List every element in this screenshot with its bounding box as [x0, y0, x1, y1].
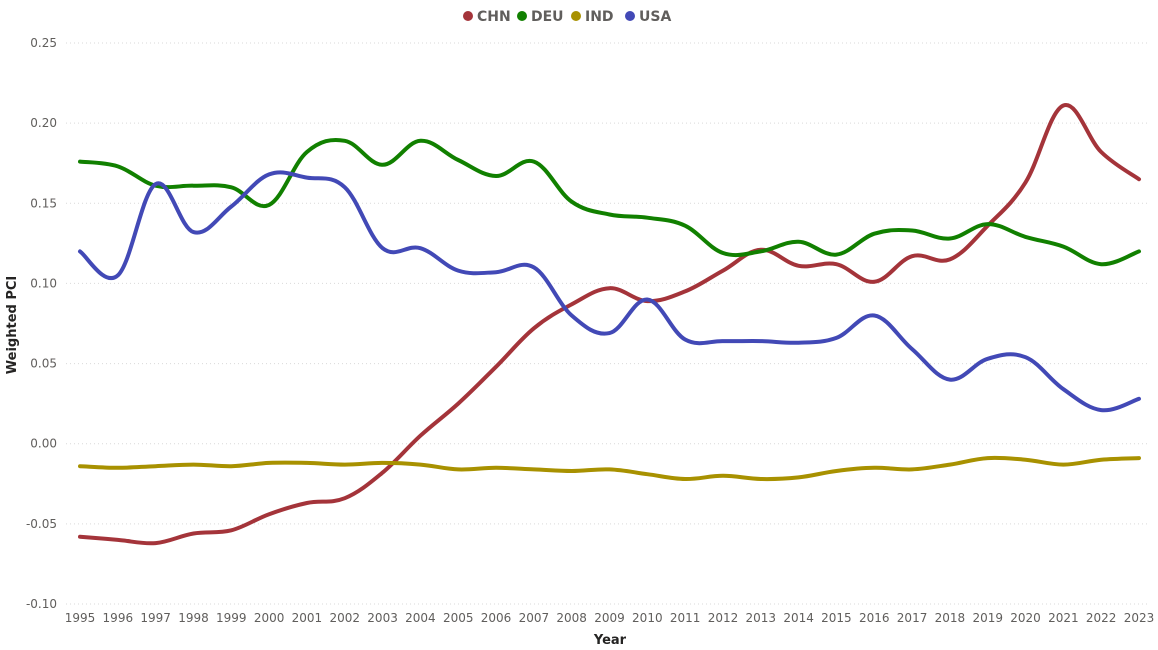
x-tick-label: 2023 [1124, 611, 1155, 625]
legend-item-deu[interactable]: DEU [517, 9, 564, 25]
x-tick-label: 2015 [821, 611, 852, 625]
x-tick-label: 2019 [972, 611, 1003, 625]
x-tick-label: 1999 [216, 611, 247, 625]
x-tick-label: 1998 [178, 611, 209, 625]
x-tick-label: 2021 [1048, 611, 1079, 625]
legend-label: IND [585, 9, 614, 25]
x-tick-label: 2014 [783, 611, 814, 625]
series-line-chn [78, 103, 1141, 546]
x-tick-label: 2011 [670, 611, 701, 625]
x-tick-label: 2020 [1010, 611, 1041, 625]
x-tick-label: 2005 [443, 611, 474, 625]
x-axis-title: Year [593, 633, 627, 648]
legend-item-chn[interactable]: CHN [463, 9, 511, 25]
x-tick-label: 2022 [1086, 611, 1117, 625]
x-tick-label: 2016 [859, 611, 890, 625]
x-tick-label: 2006 [481, 611, 512, 625]
x-tick-label: 2013 [746, 611, 777, 625]
x-tick-label: 1997 [140, 611, 171, 625]
x-axis-ticks: 1995 1996 1997 1998 1999 2000 2001 2002 2003 2004… [65, 611, 1155, 625]
legend-label: CHN [477, 9, 511, 25]
legend: CHN DEU IND USA [463, 9, 671, 25]
series-line-usa [78, 170, 1141, 413]
legend-item-usa[interactable]: USA [625, 9, 671, 25]
x-tick-label: 2017 [897, 611, 928, 625]
x-tick-label: 2003 [367, 611, 398, 625]
x-tick-label: 2001 [292, 611, 323, 625]
x-tick-label: 2012 [708, 611, 739, 625]
y-tick-label: 0.00 [30, 437, 57, 451]
x-tick-label: 2000 [254, 611, 285, 625]
x-tick-label: 2009 [594, 611, 625, 625]
series-line-deu [78, 137, 1141, 267]
legend-marker [517, 11, 527, 21]
y-axis-title: Weighted PCI [5, 276, 20, 374]
series-line-ind [78, 455, 1141, 482]
y-tick-label: 0.20 [30, 116, 57, 130]
legend-marker [571, 11, 581, 21]
y-tick-label: 0.10 [30, 276, 57, 290]
x-tick-label: 2010 [632, 611, 663, 625]
y-tick-label: -0.10 [26, 597, 57, 611]
y-tick-label: -0.05 [26, 517, 57, 531]
legend-marker [625, 11, 635, 21]
x-tick-label: 2018 [935, 611, 966, 625]
series-lines [78, 103, 1141, 546]
x-tick-label: 2008 [556, 611, 587, 625]
x-tick-label: 1996 [103, 611, 134, 625]
x-tick-label: 1995 [65, 611, 96, 625]
x-tick-label: 2002 [329, 611, 360, 625]
gridlines [66, 42, 1150, 605]
x-tick-label: 2007 [519, 611, 550, 625]
x-tick-label: 2004 [405, 611, 436, 625]
legend-item-ind[interactable]: IND [571, 9, 614, 25]
y-tick-label: 0.05 [30, 357, 57, 371]
legend-marker [463, 11, 473, 21]
legend-label: DEU [531, 9, 564, 25]
y-tick-label: 0.25 [30, 36, 57, 50]
y-tick-label: 0.15 [30, 196, 57, 210]
legend-label: USA [639, 9, 671, 25]
y-axis-ticks: 0.25 0.20 0.15 0.10 0.05 0.00 -0.05 -0.10 [26, 36, 57, 611]
